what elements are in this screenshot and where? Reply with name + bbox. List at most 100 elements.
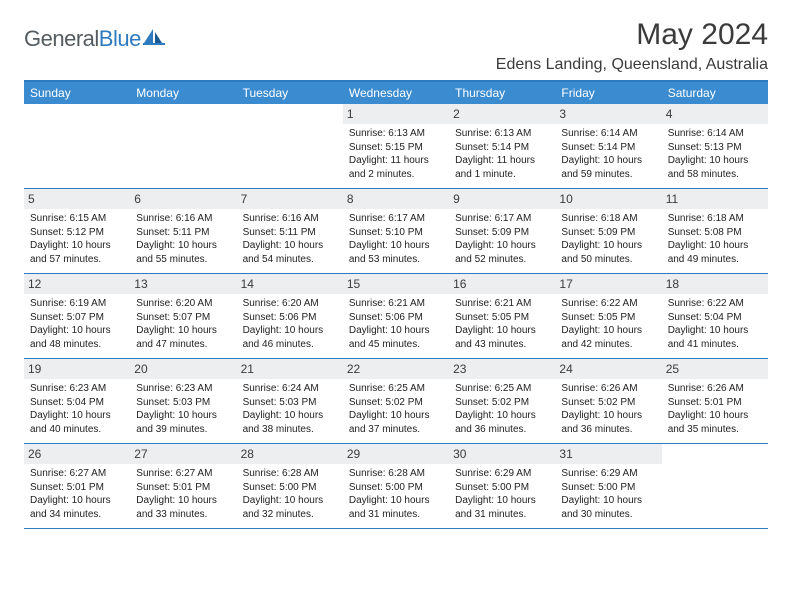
sunset-line: Sunset: 5:07 PM (30, 311, 124, 325)
day-cell: 20Sunrise: 6:23 AMSunset: 5:03 PMDayligh… (130, 359, 236, 443)
sunrise-line: Sunrise: 6:29 AM (561, 467, 655, 481)
day-cell: 5Sunrise: 6:15 AMSunset: 5:12 PMDaylight… (24, 189, 130, 273)
daylight-line: Daylight: 10 hours and 36 minutes. (455, 409, 549, 436)
day-cell: 25Sunrise: 6:26 AMSunset: 5:01 PMDayligh… (662, 359, 768, 443)
logo-sail-icon (143, 26, 165, 52)
day-number: 26 (24, 444, 130, 464)
daylight-line: Daylight: 10 hours and 58 minutes. (668, 154, 762, 181)
week-row: 26Sunrise: 6:27 AMSunset: 5:01 PMDayligh… (24, 444, 768, 529)
dow-monday: Monday (130, 82, 236, 104)
day-cell: 26Sunrise: 6:27 AMSunset: 5:01 PMDayligh… (24, 444, 130, 528)
sunset-line: Sunset: 5:02 PM (561, 396, 655, 410)
daylight-line: Daylight: 10 hours and 39 minutes. (136, 409, 230, 436)
daylight-line: Daylight: 10 hours and 36 minutes. (561, 409, 655, 436)
day-cell: 10Sunrise: 6:18 AMSunset: 5:09 PMDayligh… (555, 189, 661, 273)
sunset-line: Sunset: 5:07 PM (136, 311, 230, 325)
sunrise-line: Sunrise: 6:28 AM (243, 467, 337, 481)
daylight-line: Daylight: 10 hours and 38 minutes. (243, 409, 337, 436)
day-cell: 29Sunrise: 6:28 AMSunset: 5:00 PMDayligh… (343, 444, 449, 528)
day-number: 11 (662, 189, 768, 209)
daylight-line: Daylight: 10 hours and 45 minutes. (349, 324, 443, 351)
daylight-line: Daylight: 10 hours and 52 minutes. (455, 239, 549, 266)
day-cell: 30Sunrise: 6:29 AMSunset: 5:00 PMDayligh… (449, 444, 555, 528)
sunrise-line: Sunrise: 6:22 AM (561, 297, 655, 311)
daylight-line: Daylight: 10 hours and 53 minutes. (349, 239, 443, 266)
daylight-line: Daylight: 11 hours and 1 minute. (455, 154, 549, 181)
day-number: 2 (449, 104, 555, 124)
sunrise-line: Sunrise: 6:27 AM (136, 467, 230, 481)
sunset-line: Sunset: 5:00 PM (561, 481, 655, 495)
day-number: 3 (555, 104, 661, 124)
day-cell: 6Sunrise: 6:16 AMSunset: 5:11 PMDaylight… (130, 189, 236, 273)
day-cell: 3Sunrise: 6:14 AMSunset: 5:14 PMDaylight… (555, 104, 661, 188)
sunrise-line: Sunrise: 6:19 AM (30, 297, 124, 311)
day-number: 17 (555, 274, 661, 294)
day-cell: 27Sunrise: 6:27 AMSunset: 5:01 PMDayligh… (130, 444, 236, 528)
month-title: May 2024 (636, 18, 768, 52)
day-number: 15 (343, 274, 449, 294)
sunset-line: Sunset: 5:11 PM (243, 226, 337, 240)
day-cell: 12Sunrise: 6:19 AMSunset: 5:07 PMDayligh… (24, 274, 130, 358)
day-number: 7 (237, 189, 343, 209)
week-row: 12Sunrise: 6:19 AMSunset: 5:07 PMDayligh… (24, 274, 768, 359)
sunset-line: Sunset: 5:04 PM (668, 311, 762, 325)
dow-friday: Friday (555, 82, 661, 104)
day-cell: 23Sunrise: 6:25 AMSunset: 5:02 PMDayligh… (449, 359, 555, 443)
week-row: 1Sunrise: 6:13 AMSunset: 5:15 PMDaylight… (24, 104, 768, 189)
day-cell: 7 Sunrise: 6:16 AMSunset: 5:11 PMDaylight… (237, 189, 343, 273)
sunrise-line: Sunrise: 6:18 AM (561, 212, 655, 226)
daylight-line: Daylight: 10 hours and 31 minutes. (349, 494, 443, 521)
sunset-line: Sunset: 5:14 PM (455, 141, 549, 155)
daylight-line: Daylight: 10 hours and 49 minutes. (668, 239, 762, 266)
location-label: Edens Landing, Queensland, Australia (24, 56, 768, 74)
daylight-line: Daylight: 10 hours and 43 minutes. (455, 324, 549, 351)
sunset-line: Sunset: 5:12 PM (30, 226, 124, 240)
day-cell: 14Sunrise: 6:20 AMSunset: 5:06 PMDayligh… (237, 274, 343, 358)
sunset-line: Sunset: 5:05 PM (455, 311, 549, 325)
day-number: 16 (449, 274, 555, 294)
day-cell: 4Sunrise: 6:14 AMSunset: 5:13 PMDaylight… (662, 104, 768, 188)
daylight-line: Daylight: 10 hours and 41 minutes. (668, 324, 762, 351)
day-cell: 28Sunrise: 6:28 AMSunset: 5:00 PMDayligh… (237, 444, 343, 528)
day-number: 20 (130, 359, 236, 379)
day-number: 4 (662, 104, 768, 124)
sunrise-line: Sunrise: 6:13 AM (455, 127, 549, 141)
sunrise-line: Sunrise: 6:23 AM (30, 382, 124, 396)
logo-text-gray: General (24, 26, 99, 52)
day-number: 6 (130, 189, 236, 209)
day-number: 19 (24, 359, 130, 379)
dow-wednesday: Wednesday (343, 82, 449, 104)
sunrise-line: Sunrise: 6:21 AM (349, 297, 443, 311)
daylight-line: Daylight: 10 hours and 30 minutes. (561, 494, 655, 521)
sunrise-line: Sunrise: 6:26 AM (668, 382, 762, 396)
daylight-line: Daylight: 10 hours and 54 minutes. (243, 239, 337, 266)
sunrise-line: Sunrise: 6:17 AM (349, 212, 443, 226)
sunrise-line: Sunrise: 6:18 AM (668, 212, 762, 226)
daylight-line: Daylight: 10 hours and 47 minutes. (136, 324, 230, 351)
day-number: 1 (343, 104, 449, 124)
dow-tuesday: Tuesday (237, 82, 343, 104)
daylight-line: Daylight: 10 hours and 34 minutes. (30, 494, 124, 521)
day-cell: 15Sunrise: 6:21 AMSunset: 5:06 PMDayligh… (343, 274, 449, 358)
day-cell: 8Sunrise: 6:17 AMSunset: 5:10 PMDaylight… (343, 189, 449, 273)
sunset-line: Sunset: 5:06 PM (243, 311, 337, 325)
daylight-line: Daylight: 10 hours and 35 minutes. (668, 409, 762, 436)
day-cell: 19Sunrise: 6:23 AMSunset: 5:04 PMDayligh… (24, 359, 130, 443)
sunset-line: Sunset: 5:09 PM (455, 226, 549, 240)
day-cell: 1Sunrise: 6:13 AMSunset: 5:15 PMDaylight… (343, 104, 449, 188)
day-cell: 17Sunrise: 6:22 AMSunset: 5:05 PMDayligh… (555, 274, 661, 358)
sunrise-line: Sunrise: 6:24 AM (243, 382, 337, 396)
sunrise-line: Sunrise: 6:16 AM (243, 212, 337, 226)
dow-sunday: Sunday (24, 82, 130, 104)
sunset-line: Sunset: 5:02 PM (349, 396, 443, 410)
day-cell-empty (24, 104, 130, 188)
day-cell: 9Sunrise: 6:17 AMSunset: 5:09 PMDaylight… (449, 189, 555, 273)
day-cell: 16Sunrise: 6:21 AMSunset: 5:05 PMDayligh… (449, 274, 555, 358)
day-number: 28 (237, 444, 343, 464)
day-number: 18 (662, 274, 768, 294)
day-cell: 2 Sunrise: 6:13 AMSunset: 5:14 PMDaylight… (449, 104, 555, 188)
sunset-line: Sunset: 5:02 PM (455, 396, 549, 410)
sunrise-line: Sunrise: 6:20 AM (136, 297, 230, 311)
daylight-line: Daylight: 10 hours and 50 minutes. (561, 239, 655, 266)
day-cell: 21Sunrise: 6:24 AMSunset: 5:03 PMDayligh… (237, 359, 343, 443)
